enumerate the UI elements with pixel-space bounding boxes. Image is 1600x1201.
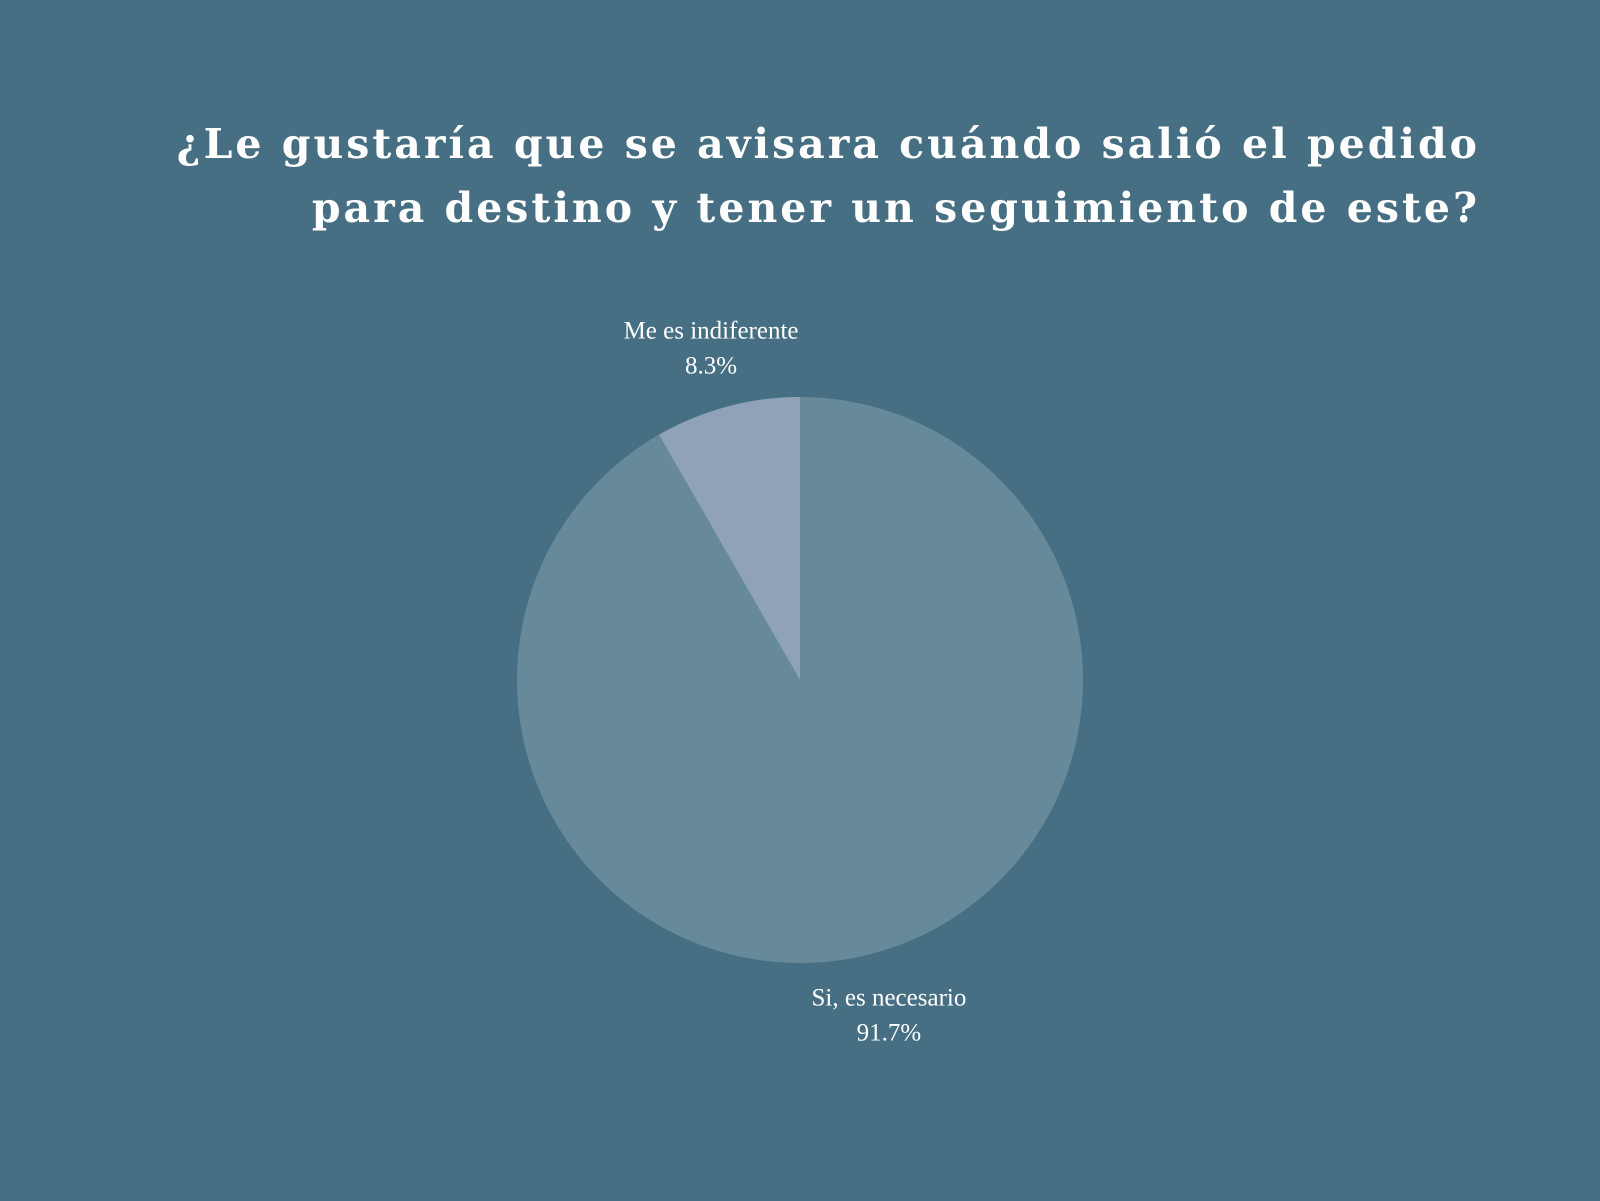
slice-label-1: Me es indiferente 8.3%	[624, 318, 799, 380]
chart-title: ¿Le gustaría que se avisara cuándo salió…	[176, 120, 1480, 232]
slice-label-0: Si, es necesario 91.7%	[812, 984, 967, 1046]
pie-slice-1	[659, 397, 800, 680]
slice-label-name-0: Si, es necesario	[812, 984, 967, 1011]
slice-label-value-0: 91.7%	[857, 1019, 922, 1046]
slice-label-name-1: Me es indiferente	[624, 318, 799, 345]
slice-label-value-1: 8.3%	[685, 353, 737, 380]
